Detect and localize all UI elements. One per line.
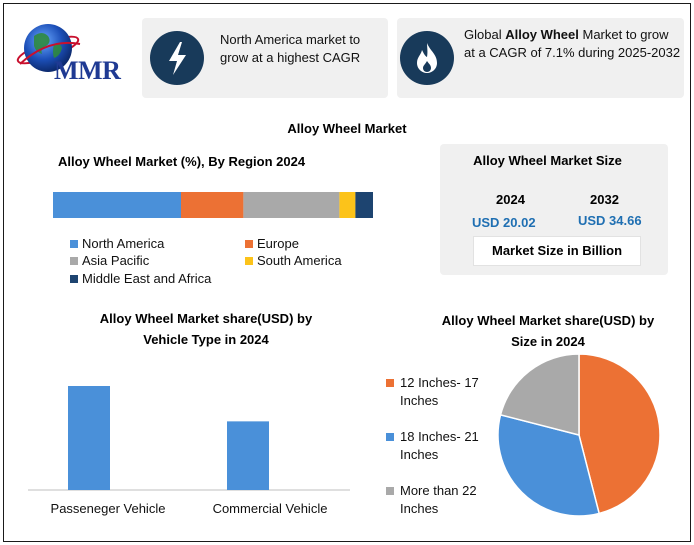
logo-text: MMR [54, 56, 121, 85]
size-pie-chart [497, 353, 661, 517]
highlight-card-global-cagr: Global Alloy Wheel Market to grow at a C… [397, 18, 684, 98]
legend-item-north-america: North America [70, 236, 164, 251]
market-size-unit-note: Market Size in Billion [473, 236, 641, 266]
size-chart-title-line2: Size in 2024 [511, 334, 585, 349]
vehicle-bar-chart [28, 386, 350, 491]
flame-icon [400, 31, 454, 85]
size-chart-title-line1: Alloy Wheel Market share(USD) by [441, 313, 655, 328]
vehicle-chart-title-line2: Vehicle Type in 2024 [143, 332, 269, 347]
legend-item-europe: Europe [245, 236, 299, 251]
market-size-title: Alloy Wheel Market Size [473, 153, 622, 168]
highlight-text-prefix: Global [464, 27, 506, 42]
stack-segment-south-america [339, 192, 356, 218]
bar-commercial-vehicle [227, 421, 269, 490]
pie-slice-1 [578, 353, 661, 515]
pie-legend-22-plus: More than 22 Inches [386, 482, 500, 518]
legend-label: Asia Pacific [82, 253, 150, 268]
stack-segment-middle-east-and-africa [355, 192, 373, 218]
legend-label: Europe [257, 236, 299, 251]
legend-label: North America [82, 236, 165, 251]
legend-swatch [386, 433, 394, 441]
legend-label: 12 Inches- 17 Inches [400, 375, 479, 408]
vehicle-chart-title-line1: Alloy Wheel Market share(USD) by [99, 311, 313, 326]
size-chart-title: Alloy Wheel Market share(USD) by Size in… [418, 310, 678, 352]
legend-item-middle-east-africa: Middle East and Africa [70, 271, 211, 286]
x-tick-commercial-vehicle: Commercial Vehicle [212, 501, 328, 516]
page-title: Alloy Wheel Market [287, 121, 407, 136]
year-2032-label: 2032 [590, 192, 619, 207]
x-tick-passenger-vehicle: Passeneger Vehicle [50, 501, 166, 516]
legend-swatch [70, 256, 78, 265]
pie-legend-12-17: 12 Inches- 17 Inches [386, 374, 500, 410]
globe-icon [16, 24, 81, 72]
highlight-text-global: Global Alloy Wheel Market to grow at a C… [464, 26, 682, 62]
legend-swatch [245, 239, 253, 248]
region-chart-title: Alloy Wheel Market (%), By Region 2024 [58, 154, 306, 169]
value-2024: USD 20.02 [472, 215, 536, 230]
lightning-icon [150, 31, 204, 85]
market-size-box: Alloy Wheel Market Size 2024 USD 20.02 2… [440, 144, 668, 275]
bar-passeneger-vehicle [68, 386, 110, 490]
value-2032: USD 34.66 [578, 213, 642, 228]
highlight-text-suffix: Market to grow at a CAGR of 7.1% during … [464, 27, 681, 60]
stack-segment-europe [181, 192, 244, 218]
stack-segment-asia-pacific [243, 192, 340, 218]
legend-item-asia-pacific: Asia Pacific [70, 253, 149, 268]
legend-swatch [386, 487, 394, 495]
legend-swatch [70, 274, 78, 283]
legend-label: South America [257, 253, 342, 268]
highlight-card-cagr-region: North America market to grow at a highes… [142, 18, 388, 98]
legend-label: Middle East and Africa [82, 271, 212, 286]
region-stacked-bar [53, 192, 373, 218]
legend-swatch [245, 256, 253, 265]
stack-segment-north-america [53, 192, 181, 218]
legend-swatch [386, 379, 394, 387]
vehicle-chart-title: Alloy Wheel Market share(USD) by Vehicle… [50, 308, 362, 350]
highlight-text-region: North America market to grow at a highes… [220, 32, 361, 65]
pie-slice-2 [497, 413, 601, 517]
mmr-logo: MMR [10, 14, 140, 90]
pie-slice-3 [499, 353, 580, 436]
legend-item-south-america: South America [245, 253, 342, 268]
legend-label: 18 Inches- 21 Inches [400, 429, 479, 462]
pie-legend-18-21: 18 Inches- 21 Inches [386, 428, 500, 464]
year-2024-label: 2024 [496, 192, 525, 207]
highlight-text-bold: Alloy Wheel [505, 27, 579, 42]
legend-swatch [70, 239, 78, 248]
legend-label: More than 22 Inches [400, 483, 477, 516]
